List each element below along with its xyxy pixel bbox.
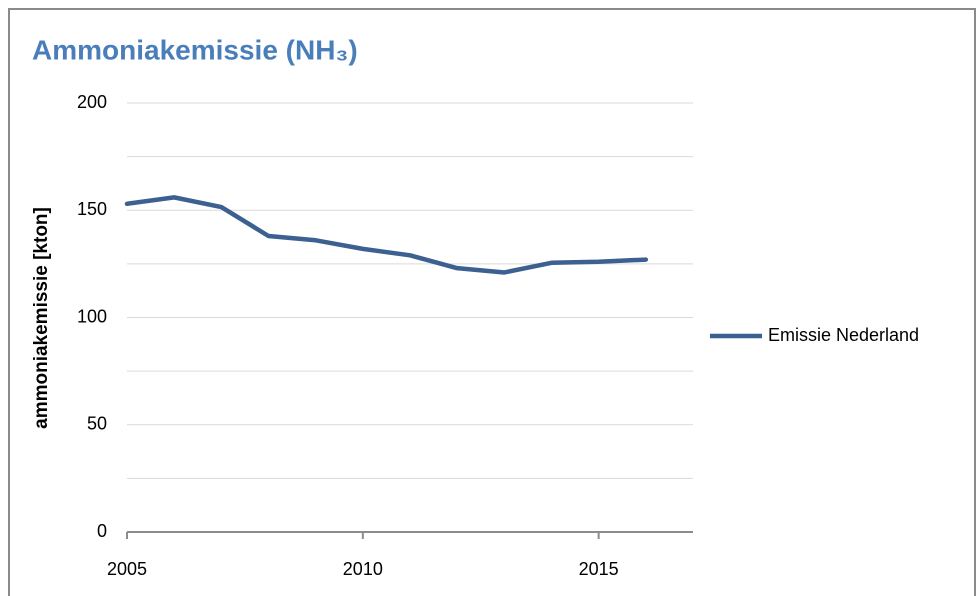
y-tick-label: 100 xyxy=(77,306,107,326)
chart-title: Ammoniakemissie (NH₃) xyxy=(32,34,358,65)
y-axis-label: ammoniakemissie [kton] xyxy=(31,207,52,429)
y-tick-label: 0 xyxy=(97,521,107,541)
y-tick-label: 200 xyxy=(77,92,107,112)
legend-label: Emissie Nederland xyxy=(768,325,919,345)
x-tick-label: 2005 xyxy=(107,559,147,579)
y-tick-label: 50 xyxy=(87,414,107,434)
x-tick-label: 2010 xyxy=(343,559,383,579)
chart-frame xyxy=(8,8,976,596)
x-tick-label: 2015 xyxy=(579,559,619,579)
line-series xyxy=(124,195,649,275)
y-tick-label: 150 xyxy=(77,199,107,219)
